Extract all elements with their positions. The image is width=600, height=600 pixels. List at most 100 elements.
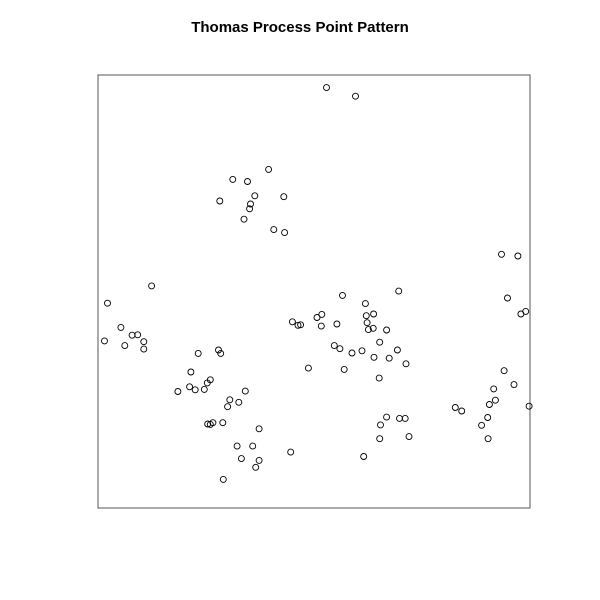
scatter-point [485, 401, 493, 408]
scatter-point [148, 282, 156, 290]
scatter-point [405, 433, 413, 441]
scatter-point [134, 331, 142, 339]
scatter-point [288, 318, 296, 326]
scatter-point [330, 342, 338, 350]
scatter-point [233, 442, 241, 450]
scatter-point [294, 321, 302, 329]
scatter-point [219, 419, 227, 427]
scatter-point [514, 252, 522, 260]
scatter-point [217, 349, 225, 357]
scatter-point [318, 310, 326, 318]
scatter-point [362, 312, 370, 320]
scatter-point [358, 347, 366, 355]
scatter-point [340, 365, 348, 373]
scatter-point [363, 319, 371, 327]
scatter-point [255, 425, 263, 433]
scatter-point [313, 314, 321, 321]
scatter-point [375, 374, 383, 382]
scatter-point [251, 192, 259, 200]
scatter-point [140, 345, 148, 353]
scatter-point [219, 475, 227, 483]
scatter-point [385, 354, 393, 362]
scatter-point [352, 92, 359, 100]
scatter-point [128, 331, 136, 339]
scatter-point [484, 414, 492, 421]
scatter-point [246, 205, 254, 213]
scatter-point [235, 398, 243, 406]
scatter-point [458, 407, 466, 415]
scatter-point [200, 385, 208, 393]
scatter-point [255, 456, 263, 464]
scatter-point [194, 349, 202, 357]
scatter-point [369, 324, 377, 332]
scatter-point [101, 337, 108, 345]
scatter-point [478, 421, 486, 429]
scatter-point [360, 453, 368, 460]
scatter-point [517, 310, 525, 318]
scatter-point [280, 193, 288, 201]
scatter-point [395, 287, 403, 295]
scatter-point [140, 338, 148, 346]
scatter-point [317, 322, 325, 330]
chart-title: Thomas Process Point Pattern [191, 19, 409, 36]
scatter-point [216, 197, 224, 205]
scatter-point [186, 383, 194, 391]
scatter-point [525, 402, 533, 410]
scatter-point [304, 364, 312, 372]
scatter-point [370, 353, 378, 361]
scatter-point [401, 414, 409, 422]
scatter-point [104, 299, 111, 307]
scatter-point [451, 404, 459, 411]
scatter-point [364, 326, 372, 334]
scatter-point [504, 294, 511, 302]
plot-frame [97, 74, 531, 509]
scatter-point [510, 381, 518, 389]
scatter-point [226, 396, 234, 404]
scatter-point [323, 84, 330, 92]
scatter-point [203, 379, 211, 387]
scatter-point [287, 448, 295, 456]
scatter-point [204, 420, 212, 428]
scatter-point [498, 250, 505, 258]
scatter-point [336, 345, 344, 353]
scatter-point [215, 346, 222, 354]
scatter-point [383, 413, 391, 421]
scatter-point [297, 321, 305, 329]
scatter-point [281, 229, 289, 237]
scatter-point [117, 323, 125, 331]
scatter-point [500, 367, 508, 375]
scatter-point [252, 463, 260, 471]
scatter-point [240, 215, 248, 223]
scatter-point [121, 342, 129, 350]
points-layer [101, 84, 533, 483]
scatter-point [241, 387, 249, 395]
scatter-point [393, 346, 401, 354]
scatter-point [174, 388, 182, 395]
scatter-point [402, 360, 410, 368]
scatter-point [377, 421, 384, 429]
scatter-point [244, 178, 251, 185]
scatter-point [237, 455, 245, 463]
scatter-point [187, 368, 195, 376]
scatter-point [370, 310, 378, 318]
scatter-point [376, 338, 384, 346]
scatter-point [249, 442, 257, 450]
scatter-point [333, 320, 341, 328]
scatter-point [224, 403, 232, 411]
scatter-point [191, 386, 199, 394]
scatter-point [490, 385, 498, 393]
scatter-point [376, 435, 384, 443]
scatter-point [206, 420, 214, 428]
scatter-point [383, 326, 391, 334]
scatter-point [491, 396, 499, 404]
scatter-point [339, 291, 346, 299]
scatter-point [229, 175, 237, 183]
scatter-point [396, 414, 403, 422]
scatter-point [265, 165, 273, 173]
scatter-point [247, 200, 254, 208]
scatter-point [348, 349, 356, 357]
scatter-point [270, 226, 278, 234]
scatter-point [484, 435, 492, 443]
scatter-point [361, 300, 369, 308]
